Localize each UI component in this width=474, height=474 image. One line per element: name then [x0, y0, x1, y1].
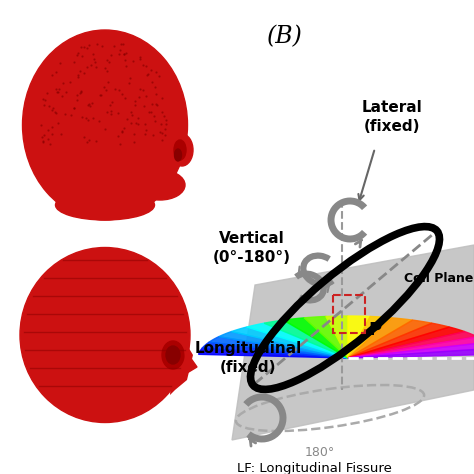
- Text: 180°: 180°: [305, 446, 335, 459]
- Ellipse shape: [162, 341, 184, 369]
- Polygon shape: [264, 320, 348, 358]
- Polygon shape: [348, 327, 465, 358]
- Polygon shape: [348, 317, 392, 358]
- Polygon shape: [170, 325, 193, 395]
- Ellipse shape: [171, 134, 193, 166]
- Polygon shape: [209, 337, 348, 358]
- Polygon shape: [304, 317, 348, 358]
- Ellipse shape: [55, 190, 155, 220]
- Polygon shape: [348, 320, 432, 358]
- Polygon shape: [348, 318, 412, 358]
- Polygon shape: [246, 323, 348, 358]
- Text: Lateral
(fixed): Lateral (fixed): [362, 100, 422, 134]
- Text: (B): (B): [267, 25, 303, 48]
- Ellipse shape: [135, 170, 185, 200]
- Polygon shape: [348, 348, 474, 358]
- Polygon shape: [348, 332, 474, 358]
- Text: P: P: [368, 321, 381, 339]
- Polygon shape: [326, 316, 348, 358]
- Ellipse shape: [174, 140, 186, 160]
- Polygon shape: [348, 342, 474, 358]
- Text: LF: Longitudinal Fissure: LF: Longitudinal Fissure: [237, 462, 392, 474]
- Polygon shape: [219, 332, 348, 358]
- Text: Vertical
(0°-180°): Vertical (0°-180°): [213, 231, 291, 265]
- Polygon shape: [231, 327, 348, 358]
- Polygon shape: [348, 337, 474, 358]
- Ellipse shape: [22, 30, 188, 220]
- Text: Longitudinal
(fixed): Longitudinal (fixed): [194, 341, 301, 375]
- Polygon shape: [348, 323, 449, 358]
- Ellipse shape: [166, 346, 180, 364]
- Ellipse shape: [174, 149, 182, 161]
- Polygon shape: [199, 348, 348, 358]
- Text: Coil Plane: Coil Plane: [404, 272, 473, 284]
- Polygon shape: [185, 350, 197, 373]
- Polygon shape: [283, 318, 348, 358]
- Polygon shape: [232, 245, 474, 440]
- Ellipse shape: [20, 247, 190, 422]
- Bar: [333, 295, 365, 333]
- Polygon shape: [202, 342, 348, 358]
- Polygon shape: [348, 316, 370, 358]
